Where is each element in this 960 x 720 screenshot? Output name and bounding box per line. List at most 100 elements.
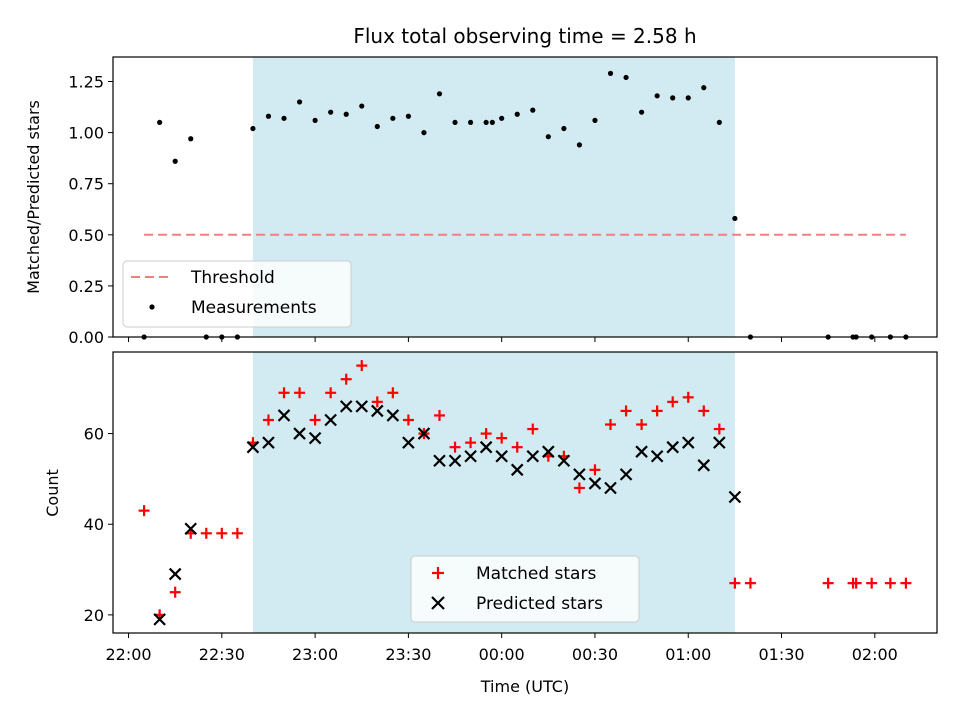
predicted-star-marker — [635, 445, 648, 458]
measurement-point — [188, 136, 194, 142]
matched-star-marker — [822, 577, 834, 589]
top-y-tick-label: 1.25 — [68, 73, 104, 92]
predicted-star-marker — [697, 459, 711, 472]
predicted-star-marker — [604, 481, 617, 495]
bottom-legend: Matched stars Predicted stars — [410, 555, 640, 623]
matched-star-marker — [496, 432, 508, 444]
matched-star-marker — [325, 387, 337, 399]
matched-star-marker — [850, 577, 862, 589]
predicted-star-marker — [308, 431, 322, 445]
measurement-point — [685, 95, 691, 101]
predicted-star-marker — [448, 454, 462, 468]
measurement-point — [670, 95, 676, 101]
measurement-point — [607, 70, 614, 76]
measurement-point — [499, 115, 505, 121]
matched-star-marker — [713, 423, 725, 435]
predicted-star-marker — [542, 445, 555, 458]
measurement-point — [250, 125, 256, 132]
measurement-point — [312, 117, 318, 123]
predicted-stars-markers — [153, 400, 742, 626]
predicted-star-marker — [262, 436, 275, 449]
predicted-star-marker — [573, 468, 586, 481]
measurement-point — [701, 85, 707, 91]
matched-star-marker — [402, 414, 414, 426]
matched-star-marker — [294, 387, 306, 399]
matched-star-marker — [620, 405, 632, 417]
matched-star-marker — [465, 437, 477, 449]
measurement-point — [716, 119, 722, 126]
measurement-point — [514, 111, 520, 117]
legend-predicted-label: Predicted stars — [476, 594, 603, 614]
matched-star-marker — [231, 527, 243, 539]
x-tick-label: 02:00 — [852, 645, 898, 664]
predicted-star-marker — [324, 413, 337, 427]
predicted-star-marker — [293, 427, 306, 440]
measurement-point — [545, 134, 551, 140]
predicted-star-marker — [557, 454, 571, 468]
predicted-star-marker — [168, 567, 182, 581]
x-tick-label: 22:30 — [199, 645, 245, 664]
top-legend: Threshold Measurements — [122, 260, 352, 328]
x-tick-label: 00:00 — [479, 645, 525, 664]
predicted-star-marker — [184, 522, 198, 536]
measurement-point — [732, 215, 738, 222]
top-y-tick-label: 0.25 — [68, 277, 104, 296]
x-axis-label: Time (UTC) — [480, 677, 569, 696]
legend-matched-swatch — [432, 567, 444, 579]
predicted-star-marker — [464, 449, 477, 463]
measurement-point — [592, 117, 598, 123]
measurement-point — [421, 130, 427, 136]
matched-star-marker — [356, 360, 368, 372]
measurement-point — [623, 74, 629, 81]
matched-star-marker — [309, 414, 321, 426]
measurement-point — [281, 115, 287, 121]
matched-star-marker — [744, 577, 756, 589]
legend-measurements-label: Measurements — [191, 298, 317, 318]
matched-star-marker — [169, 586, 181, 598]
matched-star-marker — [262, 414, 274, 426]
chart-title: Flux total observing time = 2.58 h — [353, 24, 696, 48]
top-y-tick-label: 0.00 — [68, 328, 104, 347]
matched-star-marker — [900, 577, 912, 589]
predicted-star-marker — [650, 449, 664, 463]
predicted-star-marker — [277, 409, 291, 422]
predicted-star-marker — [479, 440, 493, 454]
x-tick-label: 22:00 — [105, 645, 151, 664]
measurement-point — [296, 99, 303, 105]
measurement-point — [452, 119, 458, 126]
measurement-point — [405, 113, 411, 119]
predicted-star-marker — [417, 427, 431, 440]
top-y-tick-label: 0.50 — [68, 226, 104, 245]
bottom-plot-frame — [112, 351, 938, 634]
bottom-y-axis-ticks: 20 40 60 — [84, 425, 113, 625]
predicted-star-marker — [495, 449, 508, 463]
matched-star-marker — [589, 464, 601, 476]
matched-star-marker — [527, 423, 539, 435]
legend-predicted-swatch — [431, 596, 445, 610]
predicted-star-marker — [433, 454, 446, 468]
top-x-axis-ticks — [128, 337, 876, 342]
measurement-point — [172, 158, 178, 164]
measurement-point — [265, 113, 272, 119]
top-y-axis-label: Matched/Predicted stars — [24, 100, 43, 294]
matched-star-marker — [605, 419, 617, 431]
bottom-y-tick-label: 60 — [84, 425, 104, 444]
legend-matched-label: Matched stars — [476, 564, 596, 584]
top-plot-frame — [112, 56, 938, 338]
x-tick-label: 01:00 — [665, 645, 711, 664]
top-y-tick-label: 0.75 — [68, 175, 104, 194]
matched-star-marker — [216, 527, 228, 539]
x-tick-label: 23:00 — [292, 645, 338, 664]
predicted-star-marker — [619, 468, 633, 481]
measurement-point — [654, 93, 660, 99]
legend-threshold-label: Threshold — [190, 268, 275, 288]
x-tick-label: 00:30 — [572, 645, 618, 664]
matched-star-marker — [200, 527, 212, 539]
matched-star-marker — [433, 409, 445, 421]
matched-star-marker — [511, 441, 523, 453]
predicted-star-marker — [402, 436, 415, 449]
predicted-star-marker — [713, 436, 726, 449]
matched-star-marker — [480, 428, 492, 440]
predicted-star-marker — [153, 613, 166, 626]
